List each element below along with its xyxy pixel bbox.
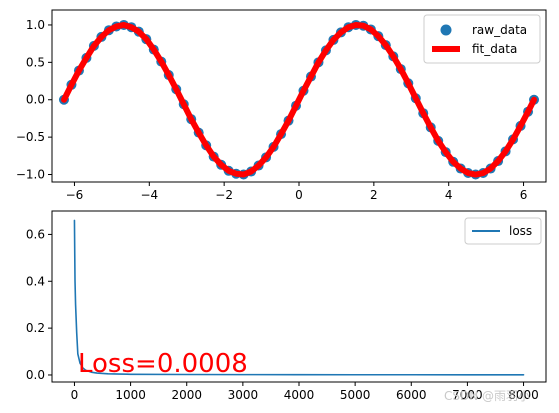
top-x-tick-label: −2 <box>215 188 233 202</box>
bottom-legend-box <box>464 217 542 245</box>
top-legend: raw_data fit_data <box>423 14 541 64</box>
legend-label-fit-data: fit_data <box>472 42 517 56</box>
legend-label-loss: loss <box>509 224 532 238</box>
bottom-plot: Loss=0.0008 0 1000 2000 3000 4000 5000 6000 700… <box>26 210 547 402</box>
legend-label-raw-data: raw_data <box>472 23 527 37</box>
top-plot-ticks: −6 −4 −2 0 2 4 6 −1.0 −0.5 0.0 0.5 1.0 <box>16 18 528 202</box>
top-x-tick-label: 4 <box>445 188 453 202</box>
bottom-x-tick-label: 6000 <box>396 388 427 402</box>
top-y-tick-label: −0.5 <box>16 130 45 144</box>
bottom-x-tick-label: 0 <box>71 388 79 402</box>
top-plot-data <box>58 19 540 180</box>
bottom-x-tick-label: 4000 <box>284 388 315 402</box>
bottom-x-tick-label: 8000 <box>508 388 539 402</box>
fit-data-line <box>60 21 538 178</box>
top-x-tick-label: 0 <box>295 188 303 202</box>
bottom-plot-ticks: 0 1000 2000 3000 4000 5000 6000 7000 8000 0.0 0.2 0… <box>26 227 539 402</box>
bottom-y-tick-label: 0.2 <box>26 321 45 335</box>
top-x-tick-label: 2 <box>370 188 378 202</box>
top-x-tick-label: −4 <box>140 188 158 202</box>
bottom-legend: loss <box>464 217 542 245</box>
bottom-x-tick-label: 1000 <box>115 388 146 402</box>
top-x-tick-label: 6 <box>520 188 528 202</box>
top-y-tick-label: 0.0 <box>26 93 45 107</box>
bottom-y-tick-label: 0.0 <box>26 368 45 382</box>
top-y-tick-label: 1.0 <box>26 18 45 32</box>
top-plot: −6 −4 −2 0 2 4 6 −1.0 −0.5 0.0 0.5 1.0 raw_data fit… <box>16 9 547 202</box>
loss-line <box>73 219 525 376</box>
bottom-plot-data <box>73 219 525 376</box>
bottom-x-tick-label: 7000 <box>452 388 483 402</box>
legend-marker-raw-data <box>440 24 452 36</box>
watermark-text: CSDN @雨羽小 <box>444 389 530 403</box>
top-y-tick-label: 0.5 <box>26 55 45 69</box>
bottom-y-tick-label: 0.6 <box>26 227 45 241</box>
top-x-tick-label: −6 <box>66 188 84 202</box>
loss-annotation: Loss=0.0008 <box>78 349 248 379</box>
bottom-x-tick-label: 5000 <box>340 388 371 402</box>
bottom-x-tick-label: 3000 <box>228 388 259 402</box>
bottom-y-tick-label: 0.4 <box>26 274 45 288</box>
bottom-x-tick-label: 2000 <box>171 388 202 402</box>
top-y-tick-label: −1.0 <box>16 168 45 182</box>
